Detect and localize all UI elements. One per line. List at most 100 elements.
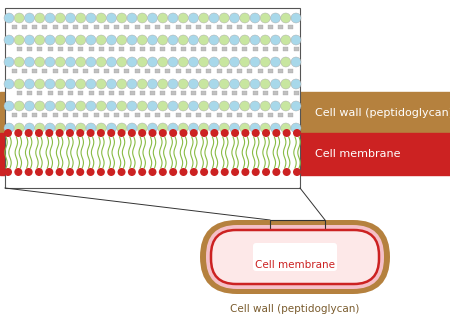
- Bar: [99, 91, 104, 95]
- Bar: [155, 25, 160, 29]
- Circle shape: [35, 79, 45, 89]
- Circle shape: [189, 13, 198, 23]
- Circle shape: [66, 57, 76, 67]
- Circle shape: [148, 57, 157, 67]
- Circle shape: [281, 123, 291, 133]
- Circle shape: [231, 168, 239, 176]
- Circle shape: [168, 13, 178, 23]
- Bar: [288, 69, 293, 73]
- Circle shape: [86, 168, 94, 176]
- Circle shape: [86, 13, 96, 23]
- Circle shape: [66, 168, 74, 176]
- Circle shape: [230, 123, 239, 133]
- Circle shape: [219, 101, 229, 111]
- Bar: [145, 69, 150, 73]
- Circle shape: [209, 79, 219, 89]
- Bar: [104, 25, 109, 29]
- Bar: [186, 69, 191, 73]
- Circle shape: [137, 79, 147, 89]
- Bar: [42, 69, 47, 73]
- Circle shape: [76, 35, 86, 45]
- Bar: [78, 91, 83, 95]
- Circle shape: [221, 168, 229, 176]
- Circle shape: [209, 123, 219, 133]
- Bar: [114, 113, 119, 117]
- Circle shape: [86, 123, 96, 133]
- Circle shape: [14, 123, 24, 133]
- Circle shape: [137, 35, 147, 45]
- Circle shape: [180, 168, 188, 176]
- Circle shape: [169, 129, 177, 137]
- Bar: [278, 113, 283, 117]
- Circle shape: [199, 57, 209, 67]
- Circle shape: [107, 79, 117, 89]
- Text: Cell wall (peptidoglycan): Cell wall (peptidoglycan): [315, 107, 450, 117]
- Bar: [212, 91, 216, 95]
- Circle shape: [127, 101, 137, 111]
- Bar: [293, 91, 298, 95]
- Circle shape: [35, 101, 45, 111]
- Bar: [176, 25, 180, 29]
- Circle shape: [24, 35, 35, 45]
- Circle shape: [127, 123, 137, 133]
- Bar: [166, 113, 171, 117]
- Bar: [155, 113, 160, 117]
- Circle shape: [240, 123, 250, 133]
- Bar: [145, 25, 150, 29]
- Circle shape: [240, 79, 250, 89]
- Bar: [119, 91, 124, 95]
- Text: Cell membrane: Cell membrane: [315, 149, 400, 159]
- Circle shape: [240, 101, 250, 111]
- Bar: [32, 25, 37, 29]
- Circle shape: [211, 129, 218, 137]
- Bar: [242, 91, 247, 95]
- Circle shape: [76, 129, 84, 137]
- Circle shape: [240, 57, 250, 67]
- Bar: [196, 113, 201, 117]
- Circle shape: [24, 123, 35, 133]
- Circle shape: [97, 168, 105, 176]
- Bar: [119, 47, 124, 51]
- Bar: [53, 69, 58, 73]
- Bar: [12, 113, 17, 117]
- Circle shape: [35, 168, 43, 176]
- Circle shape: [137, 57, 147, 67]
- Circle shape: [190, 168, 198, 176]
- Circle shape: [117, 129, 126, 137]
- Circle shape: [117, 101, 127, 111]
- Circle shape: [260, 35, 270, 45]
- Bar: [68, 47, 73, 51]
- Circle shape: [240, 35, 250, 45]
- Bar: [212, 47, 216, 51]
- Circle shape: [25, 129, 33, 137]
- Circle shape: [260, 79, 270, 89]
- Circle shape: [148, 79, 157, 89]
- Bar: [216, 113, 221, 117]
- Circle shape: [219, 123, 229, 133]
- Circle shape: [262, 168, 270, 176]
- Bar: [166, 25, 171, 29]
- Bar: [104, 69, 109, 73]
- Bar: [48, 91, 53, 95]
- Circle shape: [45, 129, 53, 137]
- Circle shape: [148, 129, 157, 137]
- Bar: [237, 69, 242, 73]
- Circle shape: [148, 123, 157, 133]
- Circle shape: [14, 168, 22, 176]
- Circle shape: [45, 123, 55, 133]
- Circle shape: [66, 13, 76, 23]
- Circle shape: [178, 13, 188, 23]
- Bar: [17, 91, 22, 95]
- Circle shape: [4, 79, 14, 89]
- Circle shape: [107, 168, 115, 176]
- Bar: [268, 69, 273, 73]
- Circle shape: [291, 57, 301, 67]
- Circle shape: [24, 101, 35, 111]
- Bar: [288, 25, 293, 29]
- Bar: [263, 91, 268, 95]
- Circle shape: [128, 129, 136, 137]
- Bar: [63, 113, 68, 117]
- Circle shape: [127, 35, 137, 45]
- Bar: [191, 91, 196, 95]
- Bar: [53, 113, 58, 117]
